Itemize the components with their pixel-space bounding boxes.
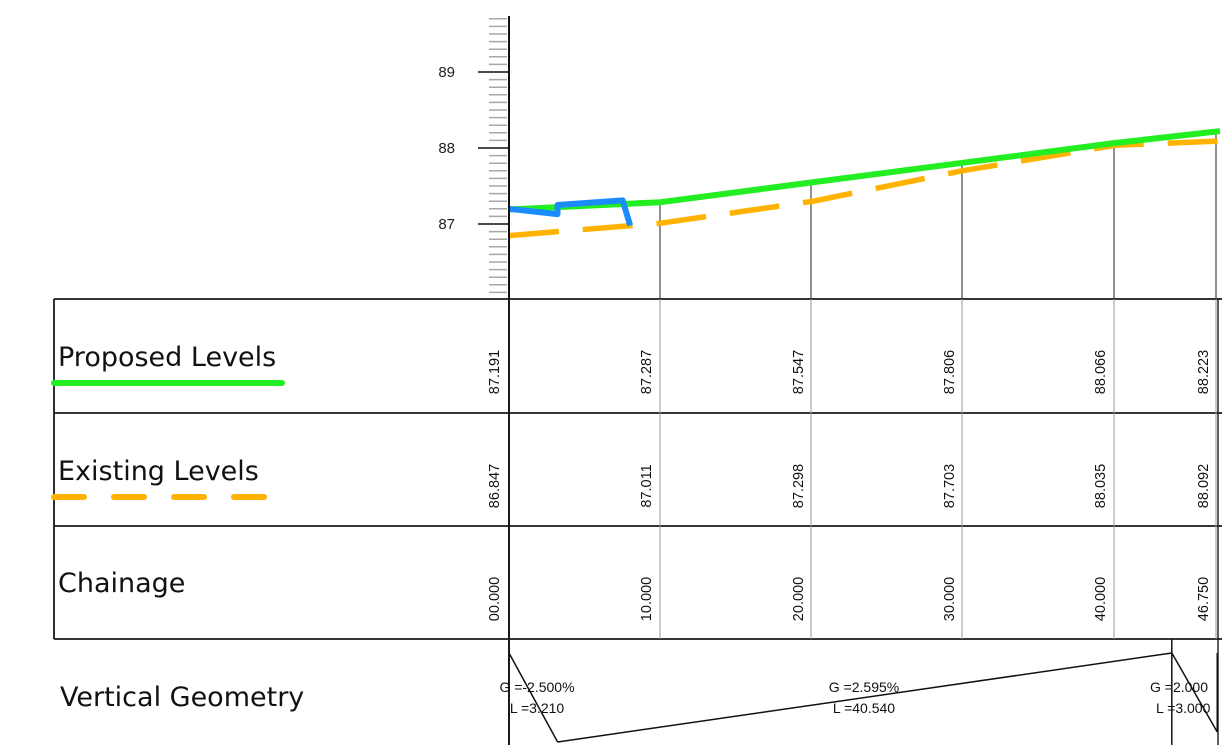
- grade-label: G =-2.500%: [499, 679, 574, 695]
- existing-levels-value: 88.035: [1093, 464, 1109, 508]
- chainage-value: 46.750: [1196, 577, 1212, 621]
- y-tick-label: 88: [438, 140, 455, 157]
- y-tick-label: 87: [438, 216, 455, 233]
- proposed-levels-value: 87.191: [487, 350, 503, 394]
- chainage-value: 30.000: [942, 577, 958, 621]
- proposed-levels-value: 87.806: [942, 350, 958, 394]
- existing-levels-value: 86.847: [487, 464, 503, 508]
- row-title-proposed-levels: Proposed Levels: [58, 342, 276, 373]
- y-tick-label: 89: [438, 64, 455, 81]
- grade-line: [557, 652, 1172, 743]
- existing-levels-value: 87.703: [942, 464, 958, 508]
- data-table: Proposed Levels Existing Levels Chainage…: [51, 298, 1222, 745]
- y-axis-ticks: 87 88 89: [438, 18, 509, 294]
- existing-levels-value: 87.298: [791, 464, 807, 508]
- vertical-curve-1: [508, 652, 559, 743]
- station-lines: [659, 131, 1217, 299]
- chainage-value: 20.000: [791, 577, 807, 621]
- existing-levels-line: [508, 138, 1221, 239]
- row-title-chainage: Chainage: [58, 568, 185, 599]
- proposed-levels-value: 88.223: [1196, 350, 1212, 394]
- length-label: L =40.540: [833, 700, 895, 716]
- series-layer: [508, 128, 1221, 239]
- grade-label: G =2.595%: [829, 679, 899, 695]
- level-line: [508, 197, 634, 227]
- proposed-levels-value: 87.287: [639, 350, 655, 394]
- row-title-vertical-geometry: Vertical Geometry: [60, 682, 304, 713]
- vertical-geometry-diagram: G =-2.500% L =3.210 G =2.595% L =40.540 G =2…: [499, 639, 1219, 745]
- existing-levels-value: 87.011: [639, 464, 655, 507]
- proposed-levels-line: [508, 128, 1221, 213]
- existing-levels-value: 88.092: [1196, 464, 1212, 508]
- length-label: L =3.210: [510, 700, 565, 716]
- table-values: 87.191 87.287 87.547 87.806 88.066 88.223 86.8…: [487, 350, 1212, 621]
- row-title-existing-levels: Existing Levels: [58, 456, 259, 487]
- chainage-value: 40.000: [1093, 577, 1109, 621]
- length-label: L =3.000: [1156, 700, 1211, 716]
- chainage-value: 10.000: [639, 577, 655, 621]
- proposed-levels-value: 87.547: [791, 350, 807, 394]
- proposed-levels-value: 88.066: [1093, 350, 1109, 394]
- chainage-value: 00.000: [487, 577, 503, 621]
- grade-label: G =2.000: [1150, 679, 1208, 695]
- vertical-curve-2: [1171, 652, 1218, 733]
